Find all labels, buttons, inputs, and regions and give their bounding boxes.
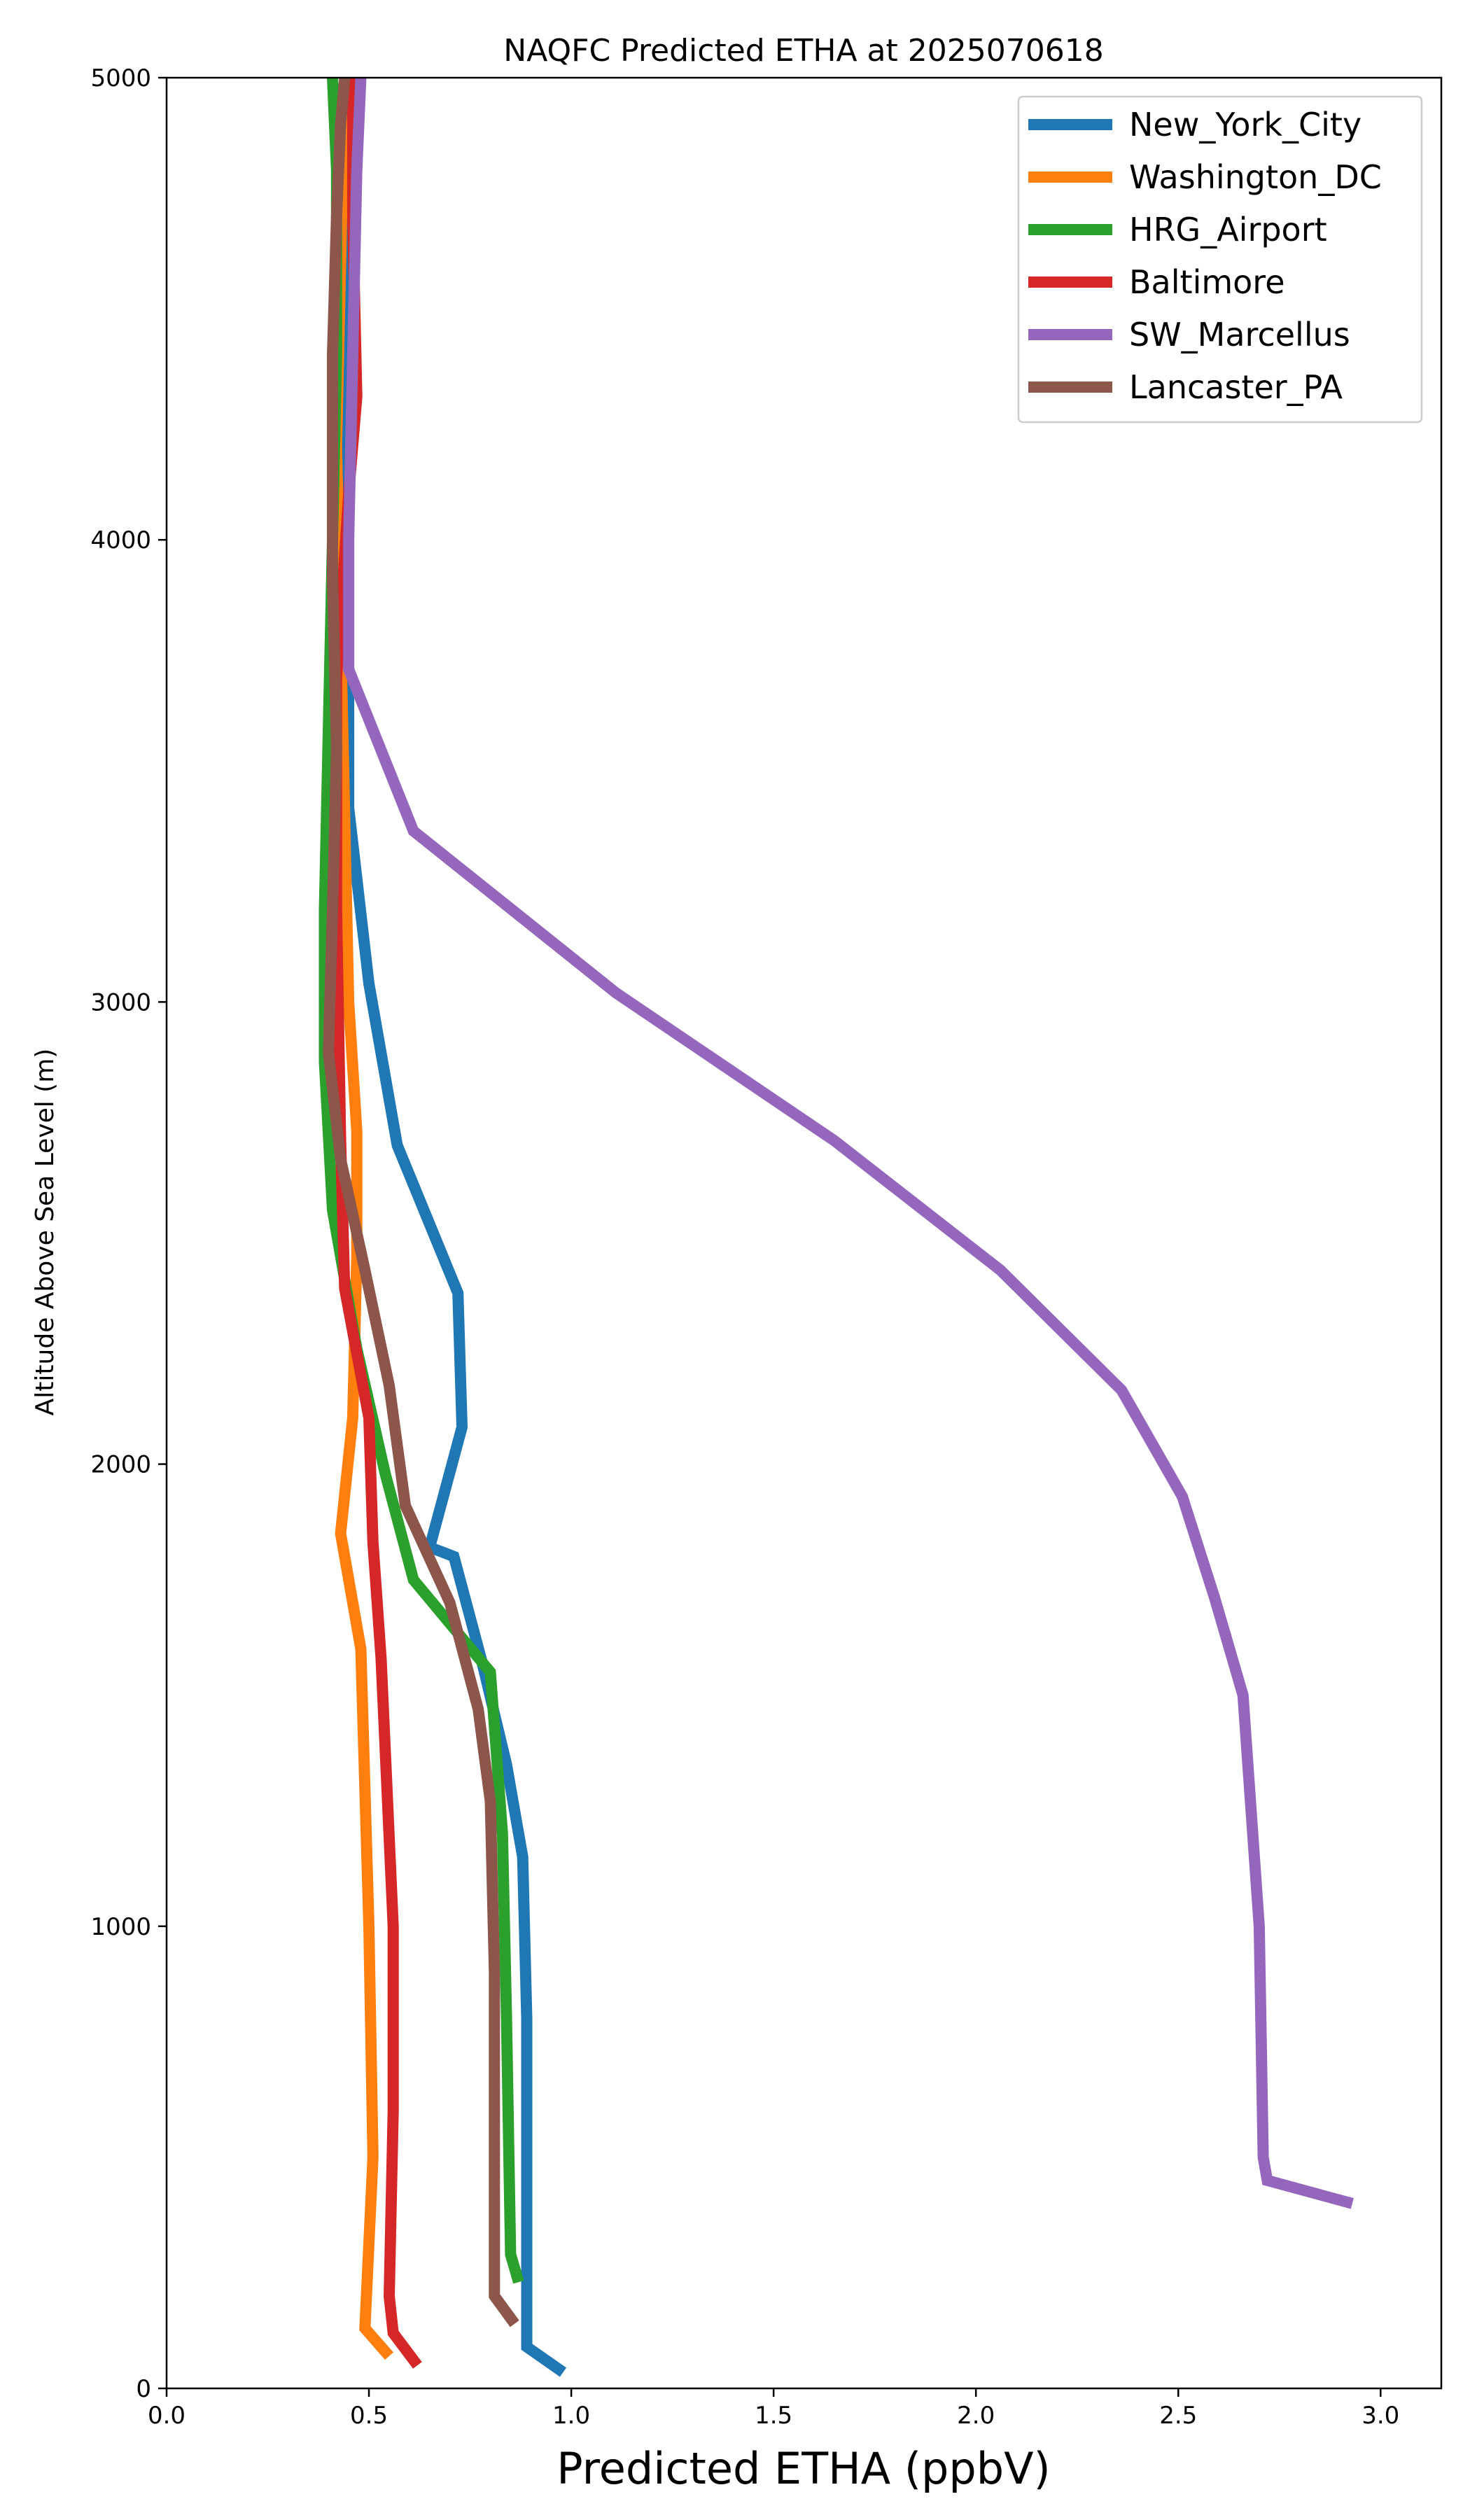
plot-frame xyxy=(165,76,1443,2390)
legend-label: Lancaster_PA xyxy=(1129,368,1343,406)
x-axis: 0.0 0.5 1.0 1.5 2.0 2.5 3.0 xyxy=(148,2388,1399,2430)
legend-item: Washington_DC xyxy=(1028,158,1382,196)
x-tick-label: 0.0 xyxy=(148,2402,186,2430)
x-tick-label: 1.5 xyxy=(755,2402,792,2430)
x-axis-label: Predicted ETHA (ppbV) xyxy=(556,2443,1050,2494)
plot-area xyxy=(318,78,1354,2377)
chart-title: NAQFC Predicted ETHA at 2025070618 xyxy=(503,33,1103,69)
y-tick-label: 4000 xyxy=(90,526,151,554)
y-tick-label: 1000 xyxy=(90,1913,151,1941)
x-tick-label: 2.0 xyxy=(957,2402,995,2430)
legend: New_York_City Washington_DC HRG_Airport Bal… xyxy=(1017,95,1423,424)
series-line-sw-marcellus xyxy=(343,78,1354,2209)
y-tick-label: 3000 xyxy=(90,988,151,1016)
x-tick-label: 2.5 xyxy=(1159,2402,1197,2430)
legend-box xyxy=(1017,95,1423,424)
y-tick-label: 2000 xyxy=(90,1451,151,1479)
legend-item: New_York_City xyxy=(1028,106,1362,144)
legend-label: SW_Marcellus xyxy=(1129,316,1350,354)
y-axis-label: Altitude Above Sea Level (m) xyxy=(31,1049,59,1416)
legend-item: HRG_Airport xyxy=(1028,211,1327,248)
series-line-lancaster-pa xyxy=(323,78,519,2328)
legend-item: Lancaster_PA xyxy=(1028,368,1343,406)
legend-label: New_York_City xyxy=(1129,106,1362,144)
y-tick-label: 5000 xyxy=(90,64,151,92)
legend-item: Baltimore xyxy=(1028,263,1285,301)
legend-item: SW_Marcellus xyxy=(1028,316,1350,354)
legend-label: HRG_Airport xyxy=(1129,211,1327,248)
legend-label: Washington_DC xyxy=(1129,158,1382,196)
legend-label: Baltimore xyxy=(1129,263,1285,301)
x-tick-label: 1.0 xyxy=(552,2402,590,2430)
x-tick-label: 3.0 xyxy=(1362,2402,1399,2430)
x-tick-label: 0.5 xyxy=(350,2402,388,2430)
y-axis: 0 1000 2000 3000 4000 5000 xyxy=(90,64,167,2403)
y-tick-label: 0 xyxy=(136,2375,151,2403)
